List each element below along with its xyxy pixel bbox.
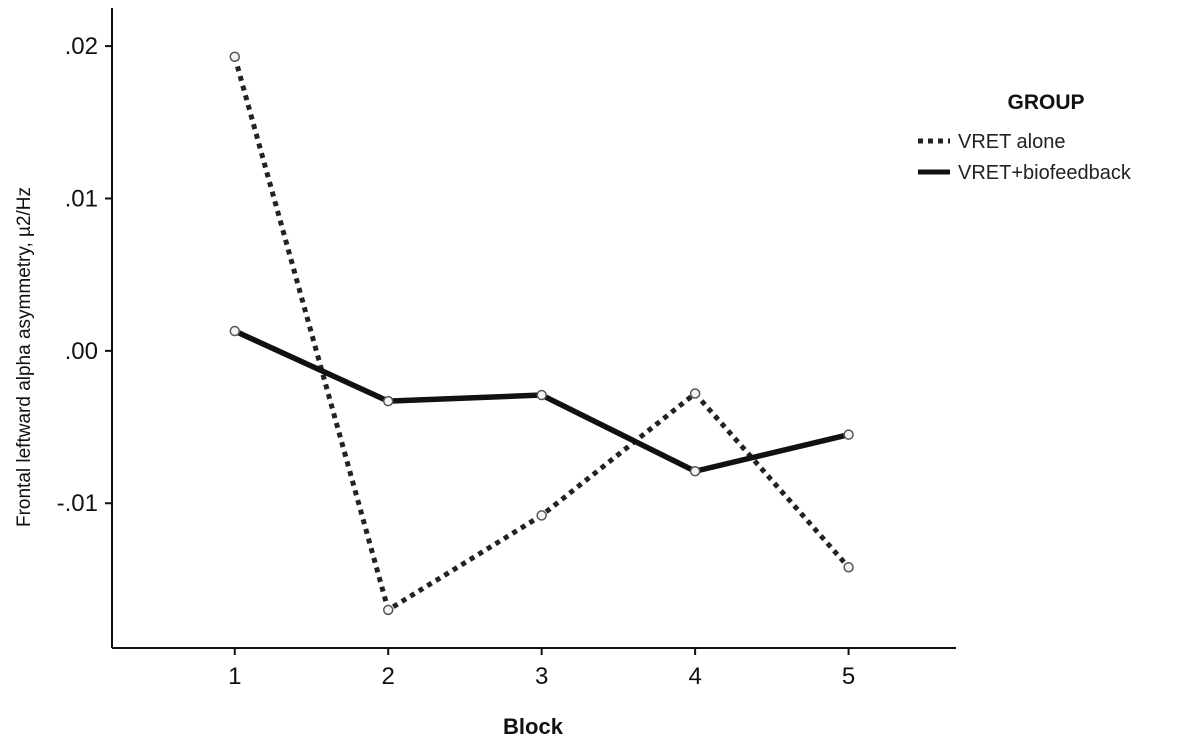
legend-label-vret-biofeedback: VRET+biofeedback: [958, 162, 1132, 184]
data-point-vret-alone: [536, 510, 547, 521]
data-point-vret-alone: [382, 604, 394, 616]
data-point-vret-biofeedback: [843, 429, 854, 440]
y-tick-label: -.01: [57, 490, 98, 517]
y-tick-label: .01: [65, 185, 98, 212]
x-tick-label: 5: [842, 663, 855, 690]
series-line-vret-biofeedback: [233, 328, 850, 474]
legend-title: GROUP: [1007, 91, 1084, 114]
x-tick-label: 4: [688, 663, 701, 690]
legend-label-vret-alone: VRET alone: [958, 131, 1065, 153]
data-point-vret-alone: [229, 51, 241, 63]
data-point-vret-biofeedback: [382, 395, 394, 407]
series-line-vret-alone: [232, 56, 851, 613]
x-tick-label: 2: [382, 663, 395, 690]
y-axis-title: Frontal leftward alpha asymmetry, µ2/Hz: [14, 187, 35, 527]
data-point-vret-alone: [843, 561, 854, 573]
data-point-vret-biofeedback: [229, 325, 241, 337]
data-point-vret-alone: [689, 388, 701, 399]
x-axis-title: Block: [503, 714, 564, 739]
x-tick-label: 1: [228, 663, 241, 690]
y-tick-label: .02: [65, 33, 98, 60]
x-tick-label: 3: [535, 663, 548, 690]
y-tick-label: .00: [65, 338, 98, 365]
data-point-vret-biofeedback: [689, 465, 701, 477]
data-point-vret-biofeedback: [536, 389, 547, 401]
legend: GROUP VRET alone VRET+biofeedback: [918, 91, 1132, 184]
